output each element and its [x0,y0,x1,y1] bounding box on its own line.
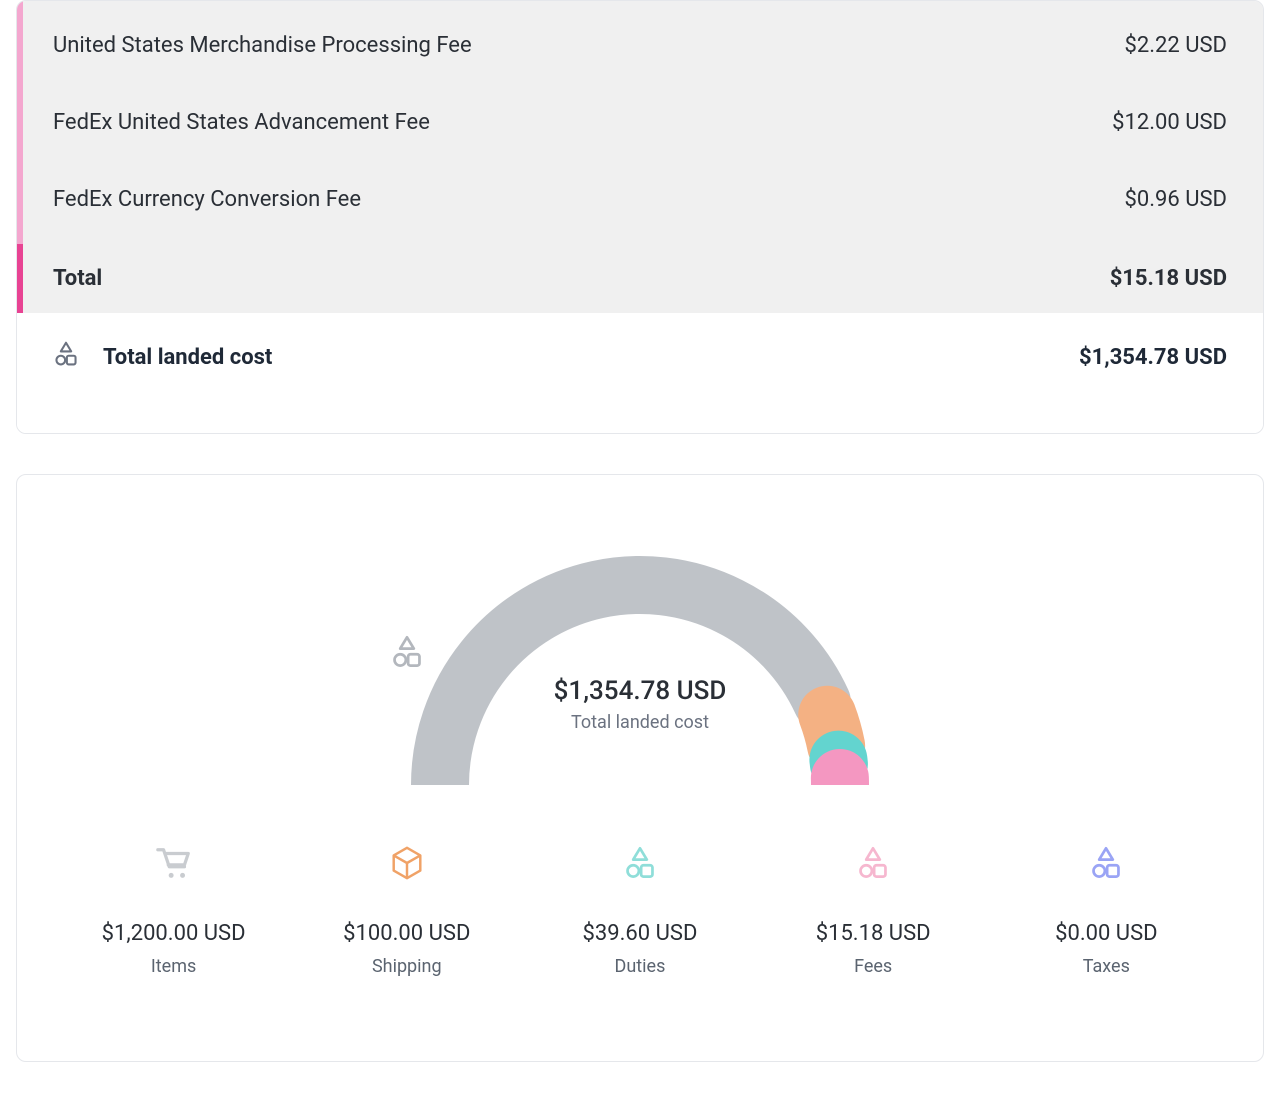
gauge-caption: Total landed cost [390,712,890,733]
shapes-icon [53,341,79,373]
breakdown-card: $1,354.78 USD Total landed cost $1,200.0… [16,474,1264,1062]
fee-value: $0.96 USD [1125,187,1227,212]
fee-label: United States Merchandise Processing Fee [53,33,472,58]
fees-total-row: Total $15.18 USD [23,244,1263,313]
breakdown-label: Items [151,956,196,977]
breakdown-value: $100.00 USD [343,921,470,946]
fees-total-value: $15.18 USD [1110,266,1227,291]
shapes-icon [856,845,890,881]
fee-row: FedEx United States Advancement Fee $12.0… [23,84,1263,161]
fee-label: FedEx Currency Conversion Fee [53,187,361,212]
breakdown-item-taxes: $0.00 USD Taxes [990,845,1223,977]
landed-cost-gauge: $1,354.78 USD Total landed cost [390,535,890,785]
fee-value: $12.00 USD [1112,110,1227,135]
breakdown-value: $15.18 USD [816,921,931,946]
fees-list: United States Merchandise Processing Fee… [17,1,1263,244]
fees-card: United States Merchandise Processing Fee… [16,0,1264,434]
total-landed-label: Total landed cost [103,345,272,370]
breakdown-value: $39.60 USD [583,921,698,946]
fees-total-section: Total $15.18 USD [17,244,1263,313]
total-landed-value: $1,354.78 USD [1079,345,1227,370]
total-landed-row: Total landed cost $1,354.78 USD [17,313,1263,433]
breakdown-label: Shipping [372,956,442,977]
breakdown-value: $0.00 USD [1055,921,1157,946]
fee-row: FedEx Currency Conversion Fee $0.96 USD [23,161,1263,238]
breakdown-label: Duties [615,956,666,977]
breakdown-label: Taxes [1083,956,1130,977]
breakdown-item-shipping: $100.00 USD Shipping [290,845,523,977]
fee-value: $2.22 USD [1125,33,1227,58]
box-icon [389,845,425,881]
shapes-icon [1089,845,1123,881]
shapes-icon [623,845,657,881]
fee-row: United States Merchandise Processing Fee… [23,7,1263,84]
breakdown-item-items: $1,200.00 USD Items [57,845,290,977]
breakdown-value: $1,200.00 USD [102,921,246,946]
cart-icon [154,845,194,881]
breakdown-label: Fees [854,956,892,977]
gauge-amount: $1,354.78 USD [390,676,890,706]
fee-label: FedEx United States Advancement Fee [53,110,430,135]
fees-total-label: Total [53,266,102,291]
breakdown-item-fees: $15.18 USD Fees [757,845,990,977]
breakdown-item-duties: $39.60 USD Duties [523,845,756,977]
breakdown-items: $1,200.00 USD Items $100.00 USD Shipping $39… [57,845,1223,977]
